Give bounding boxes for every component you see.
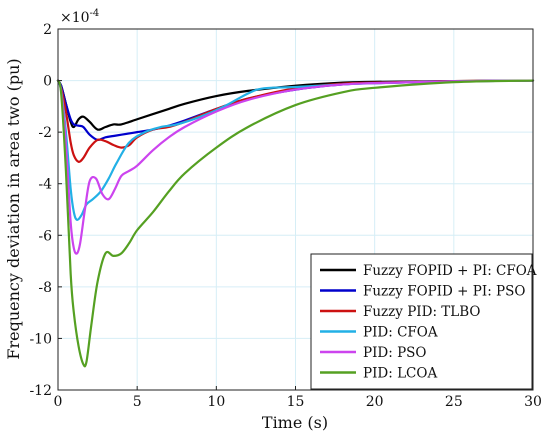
legend-entry: Fuzzy FOPID + PI: CFOA [363, 263, 537, 279]
x-tick-label: 10 [207, 394, 225, 410]
y-tick-label: -6 [38, 228, 52, 244]
series-line-0 [56, 79, 535, 131]
x-tick-label: 20 [366, 394, 384, 410]
legend-entry: Fuzzy PID: TLBO [363, 304, 481, 320]
x-axis-label: Time (s) [262, 413, 328, 432]
legend-box [310, 253, 533, 390]
series-line-3 [56, 79, 535, 221]
x-tick-label: 25 [445, 394, 463, 410]
y-tick-label: -10 [29, 331, 52, 347]
legend-entry: PID: LCOA [363, 366, 437, 382]
legend: Fuzzy FOPID + PI: CFOA Fuzzy FOPID + PI: … [310, 253, 537, 390]
x-tick-label: 5 [133, 394, 142, 410]
legend-entry: PID: CFOA [363, 325, 438, 341]
y-tick-label: -8 [38, 280, 52, 296]
y-axis-label: Frequency deviation in area two (pu) [4, 58, 23, 359]
y-tick-label: -2 [38, 125, 52, 141]
axis-exponent-label: ×10-4 [60, 8, 99, 26]
x-tick-label: 0 [54, 394, 63, 410]
y-tick-label: 2 [43, 22, 52, 38]
series-line-4 [56, 79, 535, 255]
y-tick-label: 0 [43, 74, 52, 90]
x-tick-label: 30 [524, 394, 542, 410]
legend-entry: Fuzzy FOPID + PI: PSO [363, 284, 525, 300]
x-tick-label: 15 [287, 394, 305, 410]
series-layer [56, 79, 535, 368]
series-line-5 [56, 79, 535, 368]
y-tick-label: -4 [38, 177, 52, 193]
legend-entry: PID: PSO [363, 345, 426, 361]
y-tick-label: -12 [29, 383, 52, 399]
